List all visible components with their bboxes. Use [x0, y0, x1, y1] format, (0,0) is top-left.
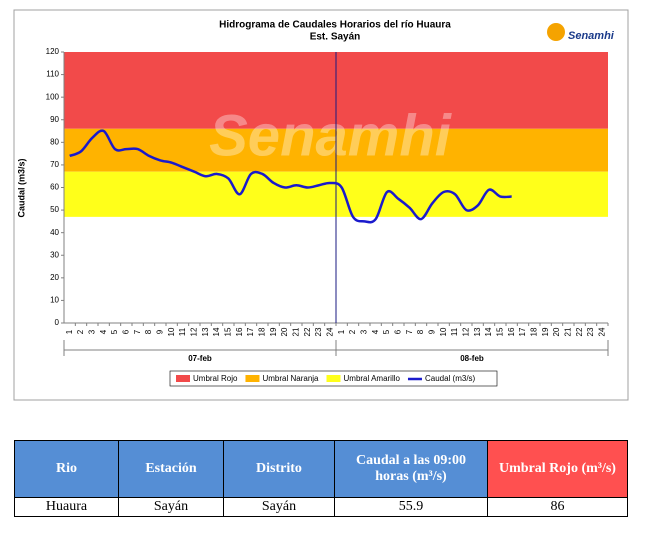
header-cell: Umbral Rojo (m³/s): [487, 440, 628, 498]
x-tick-label: 21: [291, 327, 300, 336]
x-tick-label: 8: [416, 329, 425, 334]
x-tick-label: 22: [303, 327, 312, 336]
x-tick-label: 2: [76, 329, 85, 334]
y-tick-label: 40: [50, 228, 59, 237]
x-tick-label: 1: [65, 329, 74, 334]
chart: Hidrograma de Caudales Horarios del río …: [13, 9, 629, 401]
x-tick-label: 13: [473, 327, 482, 336]
x-tick-label: 20: [552, 327, 561, 336]
x-tick-label: 24: [325, 327, 334, 336]
header-cell: Estación: [118, 440, 224, 498]
logo: Senamhi: [568, 30, 615, 42]
x-tick-label: 14: [484, 327, 493, 336]
x-tick-label: 19: [541, 327, 550, 336]
x-tick-label: 14: [212, 327, 221, 336]
cell: Sayán: [223, 497, 335, 517]
y-axis-label: Caudal (m3/s): [16, 158, 26, 217]
x-tick-label: 17: [246, 327, 255, 336]
watermark: Senamhi: [209, 103, 453, 168]
group-label: 08-feb: [460, 354, 484, 363]
x-tick-label: 2: [348, 329, 357, 334]
legend-swatch: [176, 375, 190, 382]
x-tick-label: 11: [450, 327, 459, 336]
x-tick-label: 11: [178, 327, 187, 336]
group-label: 07-feb: [188, 354, 212, 363]
header-cell: Rio: [14, 440, 119, 498]
x-tick-label: 22: [575, 327, 584, 336]
legend-swatch: [326, 375, 341, 382]
cell: Huaura: [14, 497, 119, 517]
x-tick-label: 5: [382, 329, 391, 334]
legend-label: Umbral Rojo: [193, 374, 238, 383]
x-tick-label: 8: [144, 329, 153, 334]
y-tick-label: 70: [50, 160, 59, 169]
y-tick-label: 120: [46, 47, 60, 56]
legend-label: Caudal (m3/s): [425, 374, 476, 383]
y-tick-label: 20: [50, 273, 59, 282]
legend-label: Umbral Amarillo: [344, 374, 401, 383]
x-tick-label: 15: [223, 327, 232, 336]
x-tick-label: 23: [586, 327, 595, 336]
x-tick-label: 3: [87, 329, 96, 334]
x-tick-label: 16: [235, 327, 244, 336]
x-tick-label: 18: [257, 327, 266, 336]
x-tick-label: 16: [507, 327, 516, 336]
y-tick-label: 60: [50, 183, 59, 192]
x-tick-label: 5: [110, 329, 119, 334]
x-tick-label: 12: [461, 327, 470, 336]
y-tick-label: 10: [50, 296, 59, 305]
y-tick-label: 80: [50, 137, 59, 146]
x-tick-label: 15: [495, 327, 504, 336]
header-cell: Caudal a las 09:00 horas (m³/s): [334, 440, 488, 498]
x-tick-label: 19: [269, 327, 278, 336]
legend-swatch: [245, 375, 260, 382]
x-tick-label: 18: [529, 327, 538, 336]
x-tick-label: 13: [201, 327, 210, 336]
chart-title: Hidrograma de Caudales Horarios del río …: [219, 20, 451, 31]
x-tick-label: 17: [518, 327, 527, 336]
y-tick-label: 30: [50, 250, 59, 259]
x-tick-label: 10: [439, 327, 448, 336]
x-tick-label: 6: [393, 329, 402, 334]
x-tick-label: 24: [597, 327, 606, 336]
cell: Sayán: [118, 497, 224, 517]
header-cell: Distrito: [223, 440, 335, 498]
x-tick-label: 3: [359, 329, 368, 334]
x-tick-label: 12: [189, 327, 198, 336]
y-tick-label: 50: [50, 205, 59, 214]
legend-label: Umbral Naranja: [262, 374, 319, 383]
x-tick-label: 1: [337, 329, 346, 334]
x-tick-label: 9: [427, 329, 436, 334]
cell: 55.9: [334, 497, 488, 517]
y-tick-label: 90: [50, 115, 59, 124]
x-tick-label: 6: [121, 329, 130, 334]
x-tick-label: 21: [563, 327, 572, 336]
x-tick-label: 10: [167, 327, 176, 336]
x-tick-label: 7: [133, 329, 142, 334]
chart-subtitle: Est. Sayán: [310, 32, 361, 43]
x-tick-label: 4: [99, 329, 108, 334]
y-tick-label: 0: [55, 318, 60, 327]
data-table: Rio Estación Distrito Caudal a las 09:00…: [14, 440, 628, 517]
x-tick-label: 7: [405, 329, 414, 334]
y-tick-label: 110: [46, 70, 59, 79]
x-tick-label: 23: [314, 327, 323, 336]
x-tick-label: 9: [155, 329, 164, 334]
x-tick-label: 4: [371, 329, 380, 334]
cell: 86: [487, 497, 628, 517]
logo-icon: [547, 23, 565, 41]
flow-line: [69, 129, 512, 224]
y-tick-label: 100: [46, 92, 60, 101]
x-tick-label: 20: [280, 327, 289, 336]
